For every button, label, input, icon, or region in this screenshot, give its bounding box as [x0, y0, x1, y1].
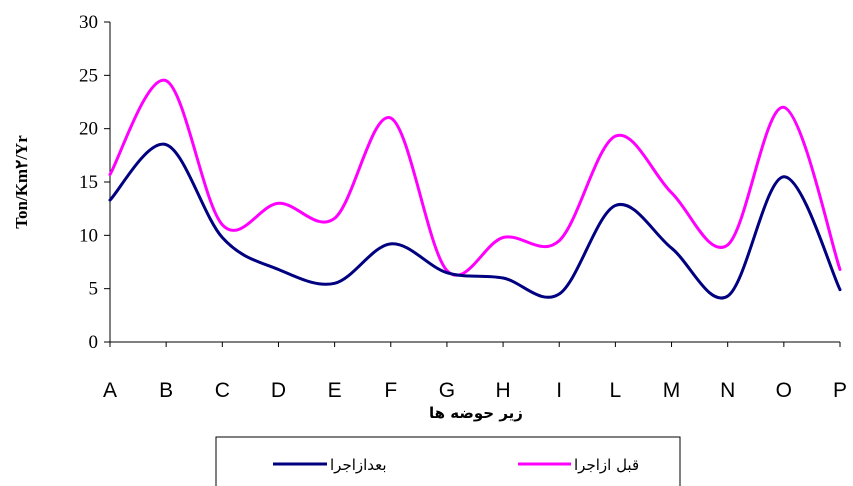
- x-tick-label: O: [776, 379, 792, 402]
- series-line-before: [108, 78, 842, 277]
- legend-entry-after: بعدازاجرا: [273, 456, 387, 474]
- x-tick-label: C: [215, 379, 230, 402]
- x-tick-label: N: [720, 379, 735, 402]
- y-tick-label: 15: [79, 172, 98, 193]
- legend-box: [215, 436, 681, 486]
- legend-entry-before: قبل ازاجرا: [518, 456, 639, 474]
- y-tick-label: 10: [79, 225, 98, 246]
- y-tick-label: 5: [89, 279, 99, 300]
- y-tick-label: 20: [79, 119, 98, 140]
- x-tick-label: H: [495, 379, 510, 402]
- y-tick-label: 25: [79, 65, 98, 86]
- y-tick-label: 0: [89, 332, 99, 353]
- x-tick-label: B: [159, 379, 173, 402]
- y-axis-title: Ton/Km۲/Yr: [12, 135, 31, 229]
- x-tick-label: L: [610, 379, 622, 402]
- x-tick-label: D: [271, 379, 286, 402]
- legend-label-before: قبل ازاجرا: [574, 456, 639, 474]
- x-tick-label: I: [556, 379, 562, 402]
- x-tick-label: F: [384, 379, 397, 402]
- legend-label-after: بعدازاجرا: [330, 456, 387, 474]
- x-tick-label: G: [439, 379, 455, 402]
- series-lines: [108, 78, 842, 300]
- legend: بعدازاجرا قبل ازاجرا: [215, 436, 681, 486]
- y-tick-label: 30: [79, 12, 98, 33]
- x-tick-label: P: [833, 379, 847, 402]
- x-tick-label: E: [328, 379, 342, 402]
- x-tick-label: M: [663, 379, 681, 402]
- x-tick-label: A: [103, 379, 117, 402]
- x-axis-title: زیر حوضه ها: [429, 404, 523, 422]
- y-ticks: 0 5 10 15 20 25 30: [79, 12, 110, 353]
